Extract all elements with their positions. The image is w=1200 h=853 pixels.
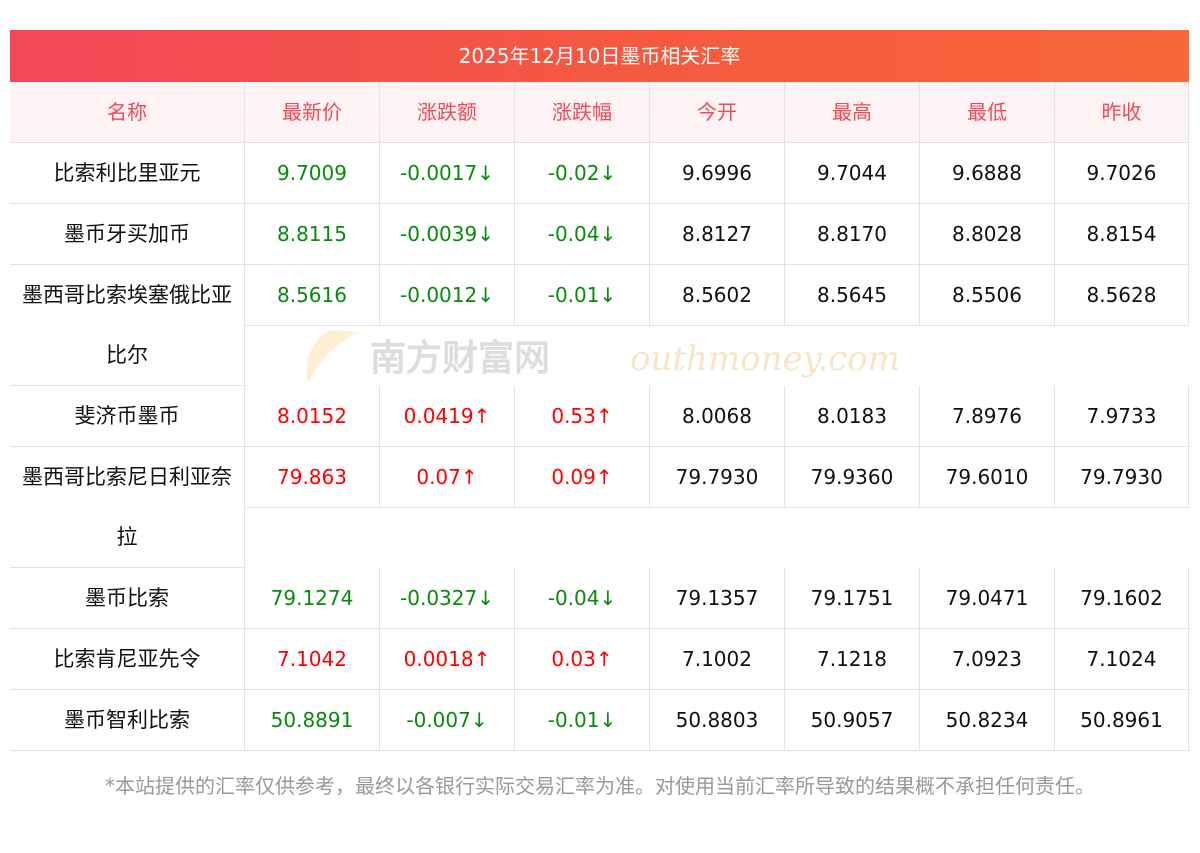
header-pct: 涨跌幅 <box>515 82 650 142</box>
table-row: 墨币比索 79.1274 -0.0327↓ -0.04↓ 79.1357 79.1751 7… <box>10 568 1189 629</box>
table-row: 墨币智利比索 50.8891 -0.007↓ -0.01↓ 50.8803 50.9057… <box>10 690 1189 751</box>
table-row: 墨币牙买加币 8.8115 -0.0039↓ -0.04↓ 8.8127 8.8170 8.… <box>10 204 1189 265</box>
currency-pair-name: 比索利比里亚元 <box>10 143 245 204</box>
cell-change: -0.0017↓ <box>380 143 515 203</box>
cell-high: 7.1218 <box>785 629 920 689</box>
header-name: 名称 <box>10 82 245 142</box>
cell-low: 50.8234 <box>920 690 1055 750</box>
header-change: 涨跌额 <box>380 82 515 142</box>
cell-pct: 0.53↑ <box>515 386 650 446</box>
cell-change: 0.0419↑ <box>380 386 515 446</box>
cell-high: 50.9057 <box>785 690 920 750</box>
cell-high: 79.9360 <box>785 447 920 507</box>
currency-pair-name: 墨币智利比索 <box>10 690 245 751</box>
cell-open: 79.7930 <box>650 447 785 507</box>
rates-table: 2025年12月10日墨币相关汇率 名称 最新价 涨跌额 涨跌幅 今开 最高 最… <box>10 30 1189 751</box>
cell-pct: -0.04↓ <box>515 568 650 628</box>
cell-open: 79.1357 <box>650 568 785 628</box>
header-low: 最低 <box>920 82 1055 142</box>
cell-low: 7.0923 <box>920 629 1055 689</box>
cell-open: 50.8803 <box>650 690 785 750</box>
currency-pair-name: 墨西哥比索尼日利亚奈拉 <box>10 447 245 568</box>
cell-low: 9.6888 <box>920 143 1055 203</box>
cell-change: -0.007↓ <box>380 690 515 750</box>
row-values: 79.1274 -0.0327↓ -0.04↓ 79.1357 79.1751 79.04… <box>245 568 1189 629</box>
header-open: 今开 <box>650 82 785 142</box>
cell-latest: 9.7009 <box>245 143 380 203</box>
currency-pair-name: 比索肯尼亚先令 <box>10 629 245 690</box>
table-row: 墨西哥比索埃塞俄比亚比尔 8.5616 -0.0012↓ -0.01↓ 8.5602 8.… <box>10 265 1189 386</box>
cell-pct: 0.03↑ <box>515 629 650 689</box>
cell-open: 8.0068 <box>650 386 785 446</box>
cell-prev: 8.5628 <box>1055 265 1189 325</box>
cell-latest: 8.0152 <box>245 386 380 446</box>
cell-high: 8.8170 <box>785 204 920 264</box>
cell-open: 7.1002 <box>650 629 785 689</box>
row-values: 8.5616 -0.0012↓ -0.01↓ 8.5602 8.5645 8.5506 8.… <box>245 265 1189 326</box>
row-values: 8.0152 0.0419↑ 0.53↑ 8.0068 8.0183 7.8976 7.97… <box>245 386 1189 447</box>
cell-high: 79.1751 <box>785 568 920 628</box>
currency-pair-name: 墨币比索 <box>10 568 245 629</box>
cell-latest: 50.8891 <box>245 690 380 750</box>
table-row: 斐济币墨币 8.0152 0.0419↑ 0.53↑ 8.0068 8.0183 7.897… <box>10 386 1189 447</box>
disclaimer-note: *本站提供的汇率仅供参考，最终以各银行实际交易汇率为准。对使用当前汇率所导致的结… <box>105 774 1095 798</box>
cell-change: -0.0012↓ <box>380 265 515 325</box>
cell-prev: 79.7930 <box>1055 447 1189 507</box>
cell-low: 79.6010 <box>920 447 1055 507</box>
cell-high: 9.7044 <box>785 143 920 203</box>
cell-pct: -0.01↓ <box>515 690 650 750</box>
cell-pct: 0.09↑ <box>515 447 650 507</box>
cell-prev: 8.8154 <box>1055 204 1189 264</box>
cell-high: 8.5645 <box>785 265 920 325</box>
cell-low: 7.8976 <box>920 386 1055 446</box>
table-body: 比索利比里亚元 9.7009 -0.0017↓ -0.02↓ 9.6996 9.7044 9… <box>10 143 1189 751</box>
cell-prev: 7.1024 <box>1055 629 1189 689</box>
cell-latest: 8.5616 <box>245 265 380 325</box>
cell-change: 0.07↑ <box>380 447 515 507</box>
cell-open: 9.6996 <box>650 143 785 203</box>
table-row: 比索利比里亚元 9.7009 -0.0017↓ -0.02↓ 9.6996 9.7044 9… <box>10 143 1189 204</box>
cell-open: 8.5602 <box>650 265 785 325</box>
cell-latest: 79.1274 <box>245 568 380 628</box>
currency-pair-name: 墨西哥比索埃塞俄比亚比尔 <box>10 265 245 386</box>
cell-latest: 7.1042 <box>245 629 380 689</box>
cell-high: 8.0183 <box>785 386 920 446</box>
row-values: 8.8115 -0.0039↓ -0.04↓ 8.8127 8.8170 8.8028 8.… <box>245 204 1189 265</box>
cell-low: 8.5506 <box>920 265 1055 325</box>
cell-change: -0.0327↓ <box>380 568 515 628</box>
cell-prev: 79.1602 <box>1055 568 1189 628</box>
cell-prev: 7.9733 <box>1055 386 1189 446</box>
row-values: 7.1042 0.0018↑ 0.03↑ 7.1002 7.1218 7.0923 7.10… <box>245 629 1189 690</box>
row-values: 79.863 0.07↑ 0.09↑ 79.7930 79.9360 79.6010 79.… <box>245 447 1189 508</box>
cell-change: 0.0018↑ <box>380 629 515 689</box>
table-row: 比索肯尼亚先令 7.1042 0.0018↑ 0.03↑ 7.1002 7.1218 7.0… <box>10 629 1189 690</box>
cell-change: -0.0039↓ <box>380 204 515 264</box>
header-latest: 最新价 <box>245 82 380 142</box>
currency-pair-name: 墨币牙买加币 <box>10 204 245 265</box>
header-high: 最高 <box>785 82 920 142</box>
cell-pct: -0.01↓ <box>515 265 650 325</box>
table-header: 名称 最新价 涨跌额 涨跌幅 今开 最高 最低 昨收 <box>10 82 1189 143</box>
cell-open: 8.8127 <box>650 204 785 264</box>
cell-pct: -0.02↓ <box>515 143 650 203</box>
table-row: 墨西哥比索尼日利亚奈拉 79.863 0.07↑ 0.09↑ 79.7930 79.936… <box>10 447 1189 568</box>
cell-latest: 79.863 <box>245 447 380 507</box>
cell-prev: 9.7026 <box>1055 143 1189 203</box>
cell-latest: 8.8115 <box>245 204 380 264</box>
row-values: 9.7009 -0.0017↓ -0.02↓ 9.6996 9.7044 9.6888 9.… <box>245 143 1189 204</box>
row-values: 50.8891 -0.007↓ -0.01↓ 50.8803 50.9057 50.823… <box>245 690 1189 751</box>
cell-low: 8.8028 <box>920 204 1055 264</box>
table-title: 2025年12月10日墨币相关汇率 <box>10 30 1189 82</box>
header-prev: 昨收 <box>1055 82 1189 142</box>
cell-pct: -0.04↓ <box>515 204 650 264</box>
cell-prev: 50.8961 <box>1055 690 1189 750</box>
currency-pair-name: 斐济币墨币 <box>10 386 245 447</box>
cell-low: 79.0471 <box>920 568 1055 628</box>
